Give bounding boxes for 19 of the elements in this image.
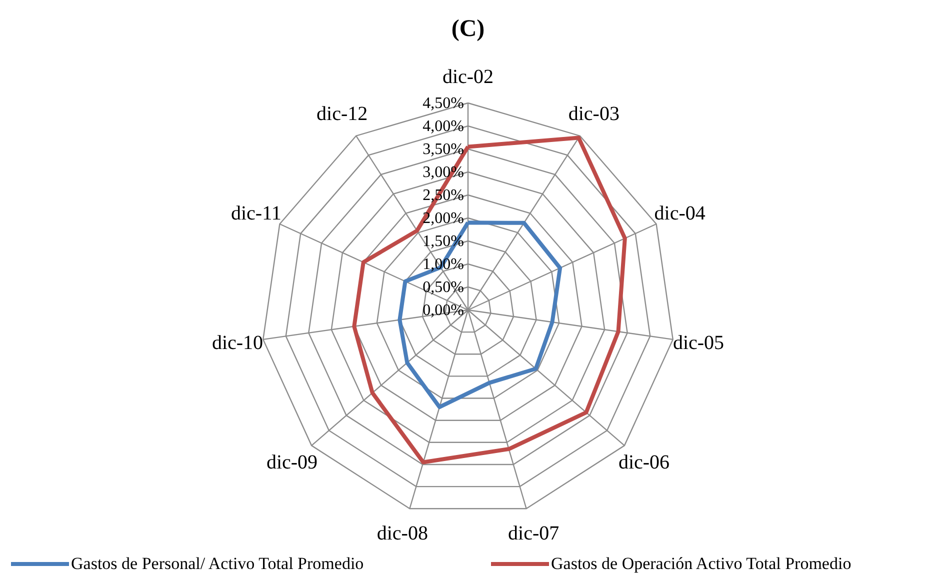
spoke-label: dic-08 — [376, 522, 428, 544]
spoke-label: dic-10 — [212, 332, 264, 354]
spoke-label: dic-12 — [316, 103, 368, 126]
y-tick-label: 0,50% — [422, 279, 464, 296]
y-tick-label: 4,00% — [422, 118, 464, 135]
spoke-label: dic-09 — [266, 452, 318, 474]
y-tick-label: 4,50% — [422, 95, 464, 112]
spoke-label: dic-06 — [618, 452, 670, 474]
spoke-label: dic-03 — [568, 103, 620, 126]
y-tick-label: 3,50% — [422, 141, 464, 158]
spoke-label: dic-07 — [508, 522, 560, 544]
chart-title: (C) — [451, 16, 485, 42]
spoke-label: dic-02 — [442, 66, 494, 88]
spoke-label: dic-05 — [672, 332, 724, 354]
legend-label: Gastos de Operación Activo Total Promedio — [551, 554, 852, 573]
y-tick-label: 0,00% — [422, 302, 464, 319]
spoke-label: dic-11 — [230, 202, 282, 224]
spoke-label: dic-04 — [654, 202, 706, 224]
legend-label: Gastos de Personal/ Activo Total Promedio — [71, 554, 364, 573]
